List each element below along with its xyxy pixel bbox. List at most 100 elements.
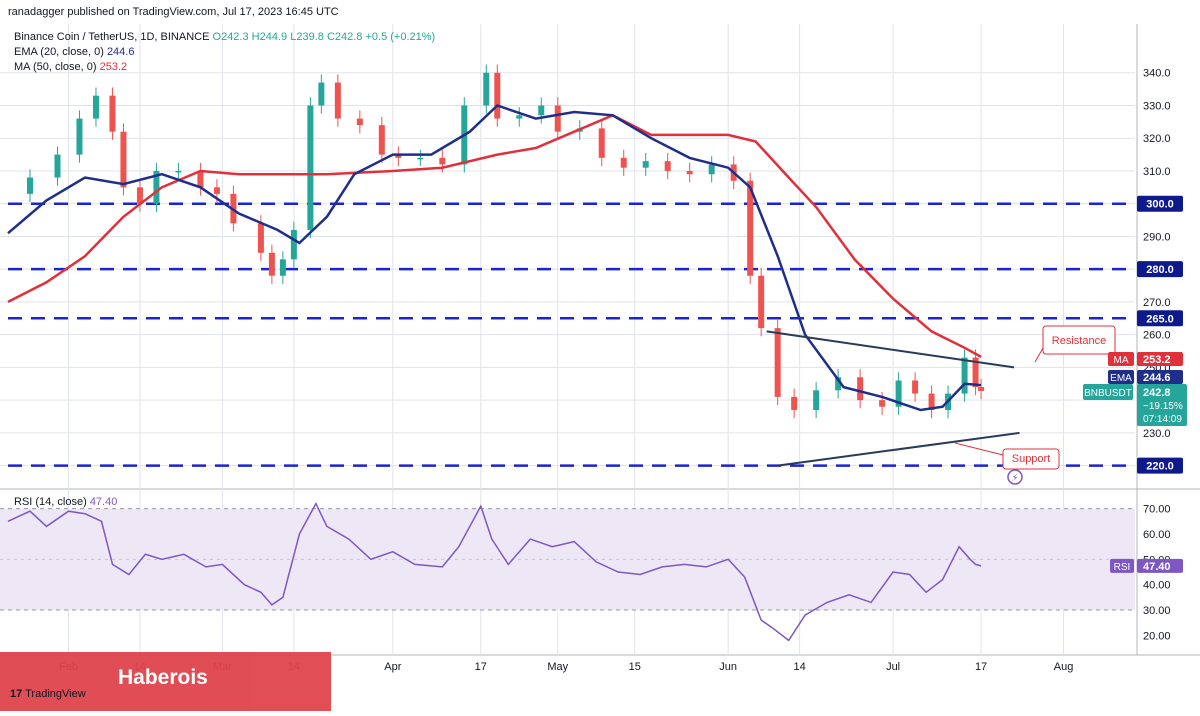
candle-body bbox=[791, 396, 798, 410]
level-tag-label: 280.0 bbox=[1146, 264, 1174, 276]
candle-body bbox=[356, 118, 363, 126]
published-header: ranadagger published on TradingView.com,… bbox=[8, 6, 339, 18]
tradingview-logo: 17 TradingView bbox=[10, 688, 86, 700]
time-axis-tick-label: 17 bbox=[975, 661, 987, 673]
rsi-legend-value: 47.40 bbox=[89, 496, 118, 508]
rsi-legend-label: RSI (14, close) bbox=[14, 496, 87, 508]
time-axis-tick-label: 14 bbox=[794, 661, 806, 673]
candle-body bbox=[378, 125, 385, 155]
candle-body bbox=[268, 252, 275, 276]
symbol-tag-name: BNBUSDT bbox=[1084, 388, 1132, 399]
candle-body bbox=[417, 157, 424, 160]
candle-body bbox=[774, 328, 781, 397]
price-axis-tick-label: 230.0 bbox=[1143, 428, 1171, 440]
rsi-tag-name-bg bbox=[1110, 558, 1134, 573]
candle-body bbox=[961, 357, 968, 394]
candle-body bbox=[279, 259, 286, 276]
time-axis-tick-label: Jul bbox=[886, 661, 900, 673]
tag-value: 244.6 bbox=[1143, 372, 1171, 384]
time-axis-tick-label: Apr bbox=[384, 661, 401, 673]
ohlc-change: +0.5 (+0.21%) bbox=[365, 31, 436, 43]
candle-countdown: 07:14:09 bbox=[1143, 414, 1182, 425]
tag-name-bg bbox=[1108, 352, 1134, 366]
candle-body bbox=[895, 380, 902, 407]
candle-body bbox=[554, 105, 561, 132]
candle-body bbox=[928, 393, 935, 410]
time-axis-tick-label: 15 bbox=[629, 661, 641, 673]
ema-legend: EMA (20, close, 0) 244.6 bbox=[14, 45, 134, 60]
support-callout-box bbox=[1002, 448, 1060, 470]
candle-body bbox=[26, 177, 33, 194]
candle-body bbox=[857, 377, 864, 401]
candle-body bbox=[972, 357, 979, 388]
candle-body bbox=[213, 187, 220, 194]
watermark-text: Haberois bbox=[118, 666, 208, 689]
resistance-callout-pointer bbox=[1034, 347, 1044, 363]
ohlc-high: H244.9 bbox=[251, 31, 288, 43]
rsi-legend: RSI (14, close) 47.40 bbox=[14, 495, 117, 510]
ma-legend-label: MA (50, close, 0) bbox=[14, 61, 97, 73]
tag-value: 253.2 bbox=[1143, 354, 1171, 366]
tag-name: MA bbox=[1114, 355, 1129, 366]
tradingview-logo-icon: 17 bbox=[10, 688, 23, 700]
candle-body bbox=[483, 72, 490, 106]
level-tag-bg bbox=[1137, 195, 1183, 212]
price-axis-tick-label: 310.0 bbox=[1143, 166, 1171, 178]
candle-body bbox=[197, 170, 204, 188]
candle-body bbox=[978, 387, 985, 391]
rsi-tag-name: RSI bbox=[1114, 562, 1131, 573]
resistance-callout-label: Resistance bbox=[1052, 335, 1106, 347]
rsi-tag-value: 47.40 bbox=[1143, 561, 1171, 573]
resistance-callout-box bbox=[1042, 325, 1116, 355]
support-callout-pointer bbox=[954, 442, 1004, 456]
candle-body bbox=[109, 95, 116, 132]
candle-body bbox=[686, 170, 693, 175]
time-axis-tick-label: May bbox=[547, 661, 568, 673]
candle-body bbox=[664, 161, 671, 171]
ema-legend-label: EMA (20, close, 0) bbox=[14, 46, 104, 58]
level-tag-label: 220.0 bbox=[1146, 461, 1174, 473]
ohlc-low: L239.8 bbox=[290, 31, 324, 43]
candle-body bbox=[439, 157, 446, 165]
candle-body bbox=[290, 229, 297, 260]
symbol-legend: Binance Coin / TetherUS, 1D, BINANCE O24… bbox=[14, 30, 435, 45]
last-price-change: −19.15% bbox=[1143, 401, 1183, 412]
candle-body bbox=[334, 82, 341, 119]
support-callout-label: Support bbox=[1012, 453, 1051, 465]
candle-body bbox=[538, 105, 545, 116]
level-tag-bg bbox=[1137, 261, 1183, 278]
candle-body bbox=[76, 118, 83, 155]
rsi-axis-tick-label: 20.00 bbox=[1143, 630, 1171, 642]
symbol-line: Binance Coin / TetherUS, 1D, BINANCE bbox=[14, 31, 210, 43]
candle-body bbox=[879, 400, 886, 407]
candle-body bbox=[136, 187, 143, 204]
tradingview-logo-text: TradingView bbox=[25, 688, 86, 700]
ohlc-close: C242.8 bbox=[326, 31, 363, 43]
candle-body bbox=[516, 115, 523, 119]
rsi-axis-tick-label: 60.00 bbox=[1143, 529, 1171, 541]
last-price-tag-bg bbox=[1137, 384, 1187, 426]
candle-body bbox=[708, 164, 715, 175]
rsi-axis-tick-label: 40.00 bbox=[1143, 580, 1171, 592]
price-axis-tick-label: 260.0 bbox=[1143, 330, 1171, 342]
price-axis-tick-label: 270.0 bbox=[1143, 297, 1171, 309]
price-axis-tick-label: 320.0 bbox=[1143, 133, 1171, 145]
candle-body bbox=[813, 390, 820, 410]
level-tag-bg bbox=[1137, 457, 1183, 474]
level-tag-label: 300.0 bbox=[1146, 199, 1174, 211]
trendline-resistance bbox=[766, 330, 1015, 369]
ema-legend-value: 244.6 bbox=[106, 46, 135, 58]
candle-body bbox=[747, 180, 754, 276]
price-axis-tick-label: 340.0 bbox=[1143, 68, 1171, 80]
last-price-value: 242.8 bbox=[1143, 387, 1171, 399]
candle-body bbox=[153, 170, 160, 204]
candle-body bbox=[318, 82, 325, 106]
symbol-tag-name-bg bbox=[1083, 384, 1133, 400]
tag-name: EMA bbox=[1110, 373, 1132, 384]
tag-name-bg bbox=[1108, 370, 1134, 384]
ema-20-line bbox=[7, 104, 982, 412]
level-tag-label: 265.0 bbox=[1146, 313, 1174, 325]
candle-body bbox=[642, 161, 649, 168]
